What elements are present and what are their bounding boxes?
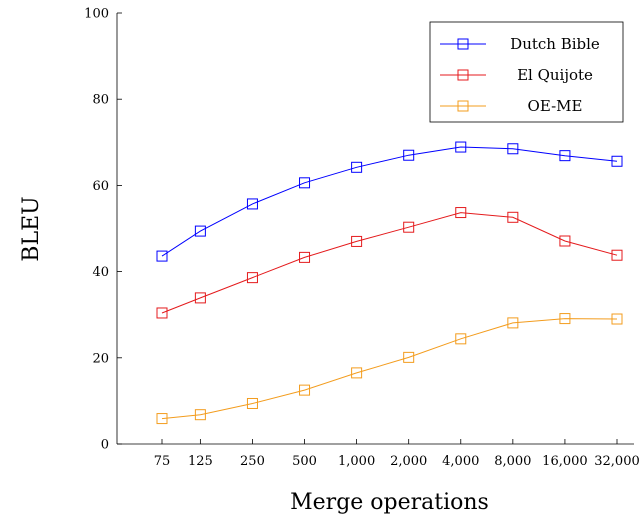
data-point [299,177,311,189]
legend-swatch-marker [457,38,469,50]
data-point [194,409,206,421]
data-point [156,250,168,262]
data-point [246,272,258,284]
legend-swatch-marker [457,69,469,81]
legend-swatch-marker [457,100,469,112]
y-tick-label: 80 [92,93,109,108]
y-tick-label: 100 [84,7,109,22]
x-tick-label: 2,000 [390,454,427,469]
data-point [194,225,206,237]
data-point [351,161,363,173]
legend-item: El Quijote [440,66,593,84]
legend-label: OE-ME [528,97,583,115]
data-point [507,317,519,329]
data-point [194,292,206,304]
data-point [403,351,415,363]
legend-label: Dutch Bible [510,35,600,53]
series-line [161,146,618,257]
data-point [559,235,571,247]
data-point [507,143,519,155]
x-tick-label: 250 [240,454,265,469]
data-point [246,397,258,409]
series-el-quijote [156,207,623,319]
data-point [351,367,363,379]
legend-item: OE-ME [440,97,582,115]
data-point [611,249,623,261]
legend: Dutch Bible El Quijote OE-ME [429,21,624,123]
series-dutch-bible [156,141,623,262]
x-tick-label: 4,000 [442,454,479,469]
series-line [161,212,618,314]
data-point [156,307,168,319]
legend-label: El Quijote [517,66,593,84]
data-point [611,155,623,167]
x-axis-title: Merge operations [290,490,489,515]
x-tick-label: 125 [188,454,213,469]
data-point [455,141,467,153]
y-tick-label: 60 [92,179,109,194]
data-point [559,150,571,162]
data-point [611,313,623,325]
data-point [559,313,571,325]
data-point [246,198,258,210]
y-tick-label: 20 [92,351,109,366]
legend-item: Dutch Bible [440,35,600,53]
series-oe-me [156,313,623,425]
x-tick-label: 500 [292,454,317,469]
data-point [403,149,415,161]
x-tick-label: 32,000 [594,454,640,469]
x-tick-label: 16,000 [542,454,588,469]
data-point [507,211,519,223]
data-point [156,413,168,425]
x-tick-label: 8,000 [494,454,531,469]
data-point [455,333,467,345]
data-point [403,221,415,233]
y-tick-label: 40 [92,265,109,280]
data-point [351,235,363,247]
data-point [455,207,467,219]
data-point [299,384,311,396]
axes: 0 20 40 60 80 100 75 125 250 500 1,000 2,000 4,000 8,… [84,7,640,470]
y-axis-title: BLEU [19,196,44,261]
x-tick-label: 75 [154,454,171,469]
y-tick-label: 0 [101,438,109,453]
data-point [299,251,311,263]
series-line [161,318,618,420]
series-layer [156,141,623,425]
x-tick-label: 1,000 [338,454,375,469]
